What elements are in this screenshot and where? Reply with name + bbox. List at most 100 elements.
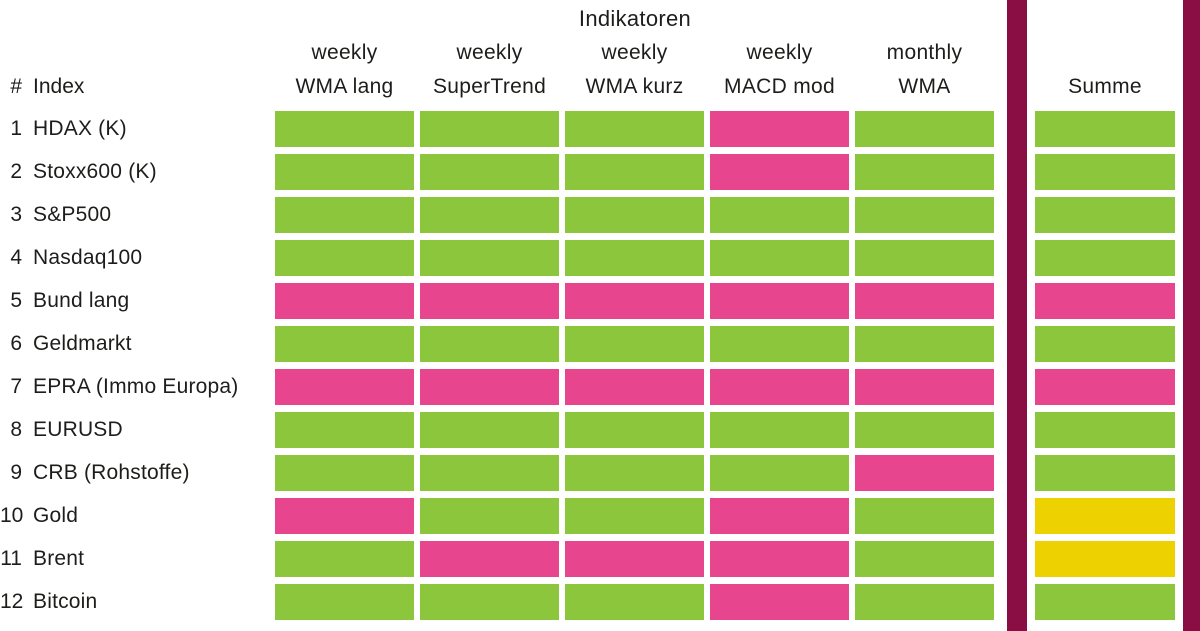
indicator-cell-monthly-wma — [855, 412, 994, 448]
indicator-cell-wma-lang — [275, 111, 414, 147]
indicator-cell-wma-lang — [275, 455, 414, 491]
indicator-cell-wma-kurz — [565, 498, 704, 534]
row-label: Stoxx600 (K) — [33, 160, 157, 183]
table-row-gold: 10 Gold — [0, 498, 1200, 534]
column-period: weekly — [311, 41, 378, 64]
row-label: S&P500 — [33, 203, 112, 226]
divider-bar-right — [1183, 0, 1200, 631]
row-number: 11 — [0, 547, 22, 570]
table-row-hdax: 1 HDAX (K) — [0, 111, 1200, 147]
column-name: SuperTrend — [432, 75, 547, 98]
indicator-cell-macd-mod — [710, 541, 849, 577]
indicator-cell-wma-kurz — [565, 197, 704, 233]
indicator-cell-macd-mod — [710, 240, 849, 276]
index-header-label: Index — [33, 75, 85, 98]
row-number: 1 — [10, 117, 22, 140]
column-header-supertrend: weekly SuperTrend — [420, 36, 559, 104]
indicator-cell-supertrend — [420, 584, 559, 620]
column-period: weekly — [601, 41, 668, 64]
indicator-cell-supertrend — [420, 283, 559, 319]
indicator-cell-monthly-wma — [855, 541, 994, 577]
table-row-stoxx600: 2 Stoxx600 (K) — [0, 154, 1200, 190]
indicator-cell-monthly-wma — [855, 455, 994, 491]
indicator-cell-wma-kurz — [565, 240, 704, 276]
indicator-cell-macd-mod — [710, 412, 849, 448]
indicator-cell-supertrend — [420, 455, 559, 491]
indicator-cell-wma-lang — [275, 154, 414, 190]
indicator-cell-wma-lang — [275, 283, 414, 319]
indicator-cell-supertrend — [420, 197, 559, 233]
table-title: Indikatoren — [578, 6, 692, 31]
indicator-cell-monthly-wma — [855, 584, 994, 620]
indicator-cell-macd-mod — [710, 584, 849, 620]
indicator-cell-wma-lang — [275, 498, 414, 534]
summe-cell — [1035, 369, 1175, 405]
summe-cell — [1035, 541, 1175, 577]
column-period: weekly — [456, 41, 523, 64]
summe-cell — [1035, 498, 1175, 534]
summe-cell — [1035, 197, 1175, 233]
table-row-eurusd: 8 EURUSD — [0, 412, 1200, 448]
indicator-cell-monthly-wma — [855, 498, 994, 534]
indicator-cell-supertrend — [420, 498, 559, 534]
row-label: Geldmarkt — [33, 332, 132, 355]
indicator-cell-macd-mod — [710, 326, 849, 362]
indicator-cell-wma-lang — [275, 541, 414, 577]
column-name: WMA — [898, 75, 951, 98]
row-number: 3 — [10, 203, 22, 226]
row-label: Brent — [33, 547, 85, 570]
indicator-cell-wma-kurz — [565, 412, 704, 448]
summe-cell — [1035, 283, 1175, 319]
indicator-cell-supertrend — [420, 369, 559, 405]
indicator-cell-wma-lang — [275, 240, 414, 276]
row-label: Nasdaq100 — [33, 246, 143, 269]
column-name: WMA kurz — [585, 75, 684, 98]
indicator-cell-monthly-wma — [855, 326, 994, 362]
indicator-cell-macd-mod — [710, 283, 849, 319]
row-label: EPRA (Immo Europa) — [33, 375, 239, 398]
indicator-cell-macd-mod — [710, 197, 849, 233]
summe-cell — [1035, 455, 1175, 491]
table-row-nasdaq100: 4 Nasdaq100 — [0, 240, 1200, 276]
column-header-wma-kurz: weekly WMA kurz — [565, 36, 704, 104]
indicator-cell-wma-kurz — [565, 283, 704, 319]
indicator-cell-supertrend — [420, 111, 559, 147]
table-row-geldmarkt: 6 Geldmarkt — [0, 326, 1200, 362]
row-label: EURUSD — [33, 418, 123, 441]
indicator-cell-macd-mod — [710, 498, 849, 534]
column-period: monthly — [886, 41, 963, 64]
indicator-cell-wma-lang — [275, 326, 414, 362]
row-label: CRB (Rohstoffe) — [33, 461, 190, 484]
summe-cell — [1035, 154, 1175, 190]
table-row-crb: 9 CRB (Rohstoffe) — [0, 455, 1200, 491]
indicator-cell-wma-kurz — [565, 541, 704, 577]
row-number: 12 — [0, 590, 24, 613]
column-name: MACD mod — [724, 75, 835, 98]
row-number: 10 — [0, 504, 24, 527]
number-column-header: # — [10, 75, 22, 98]
row-number: 6 — [10, 332, 22, 355]
table-body: 1 HDAX (K) 2 Stoxx600 (K) 3 S&P500 — [0, 111, 1200, 627]
column-period: weekly — [746, 41, 813, 64]
indicator-cell-monthly-wma — [855, 197, 994, 233]
row-number: 9 — [10, 461, 22, 484]
indicator-cell-macd-mod — [710, 111, 849, 147]
indicator-cell-monthly-wma — [855, 154, 994, 190]
indicator-cell-macd-mod — [710, 154, 849, 190]
indicator-cell-wma-lang — [275, 197, 414, 233]
column-header-monthly-wma: monthly WMA — [855, 36, 994, 104]
column-header-wma-lang: weekly WMA lang — [275, 36, 414, 104]
row-label: Gold — [33, 504, 79, 527]
row-number: 2 — [10, 160, 22, 183]
row-number: 7 — [10, 375, 22, 398]
indicator-cell-supertrend — [420, 240, 559, 276]
indicator-cell-macd-mod — [710, 369, 849, 405]
row-label: Bund lang — [33, 289, 130, 312]
summe-cell — [1035, 326, 1175, 362]
summe-cell — [1035, 111, 1175, 147]
row-number: 5 — [10, 289, 22, 312]
table-row-brent: 11 Brent — [0, 541, 1200, 577]
table-row-bitcoin: 12 Bitcoin — [0, 584, 1200, 620]
indicator-cell-monthly-wma — [855, 240, 994, 276]
table-row-bund-lang: 5 Bund lang — [0, 283, 1200, 319]
